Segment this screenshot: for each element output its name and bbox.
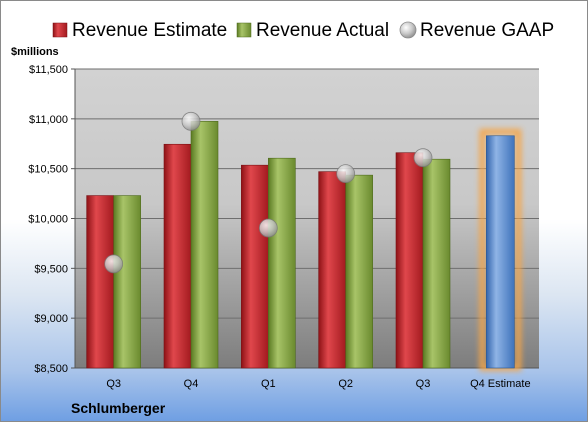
y-axis-ticks: $8,500 $9,000 $9,500 $10,000 $10,500 $11,000 $… — [28, 64, 68, 375]
marker-revenue-gaap — [413, 148, 433, 168]
marker-revenue-gaap — [181, 111, 201, 131]
legend-swatch-revenue-actual — [236, 22, 252, 38]
legend-swatch-revenue-estimate — [52, 22, 68, 38]
y-tick-label: $10,500 — [28, 164, 68, 176]
bar-revenue-actual — [113, 195, 141, 369]
legend-item-revenue-gaap: Revenue GAAP — [399, 20, 554, 41]
legend: Revenue Estimate Revenue Actual Revenue … — [52, 20, 554, 41]
legend-item-revenue-actual: Revenue Actual — [236, 20, 389, 41]
marker-revenue-gaap — [336, 164, 356, 184]
x-axis-ticks: Q3 Q4 Q1 Q2 Q3 Q4 Estimate — [106, 378, 530, 390]
bar-revenue-actual — [345, 174, 373, 369]
legend-label-revenue-estimate: Revenue Estimate — [72, 20, 227, 41]
bar-revenue-actual — [422, 158, 451, 369]
bar-revenue-actual — [268, 157, 296, 369]
gridlines — [71, 68, 539, 369]
legend-item-revenue-estimate: Revenue Estimate — [52, 20, 227, 41]
marker-revenue-gaap — [104, 254, 124, 274]
y-tick-label: $11,500 — [29, 64, 68, 76]
bar-revenue-estimate — [395, 152, 424, 369]
legend-label-revenue-gaap: Revenue GAAP — [420, 20, 554, 41]
x-tick-label: Q3 — [106, 378, 121, 390]
x-tick-label: Q2 — [338, 378, 353, 390]
x-tick-label: Q3 — [416, 378, 431, 390]
y-tick-label: $9,000 — [34, 313, 68, 325]
x-tick-label: Q4 — [184, 378, 199, 390]
bar-revenue-estimate — [241, 164, 269, 369]
x-tick-label: Q4 Estimate — [470, 378, 531, 390]
bars — [86, 121, 515, 369]
bar-revenue-estimate — [86, 195, 114, 369]
bar-revenue-actual — [190, 121, 219, 369]
gaap-markers — [104, 111, 433, 274]
legend-label-revenue-actual: Revenue Actual — [256, 20, 389, 41]
bar-revenue-estimate — [163, 143, 192, 369]
y-axis-unit: $millions — [11, 46, 59, 58]
company-label: Schlumberger — [71, 400, 166, 416]
bar-revenue-estimate-upcoming — [486, 135, 515, 369]
y-tick-label: $10,000 — [28, 214, 68, 226]
y-tick-label: $8,500 — [34, 363, 68, 375]
y-tick-label: $11,000 — [29, 114, 68, 126]
bar-revenue-estimate — [318, 171, 346, 369]
marker-revenue-gaap — [258, 218, 278, 238]
y-tick-label: $9,500 — [34, 263, 68, 275]
legend-swatch-revenue-gaap — [399, 21, 417, 39]
x-tick-label: Q1 — [261, 378, 276, 390]
